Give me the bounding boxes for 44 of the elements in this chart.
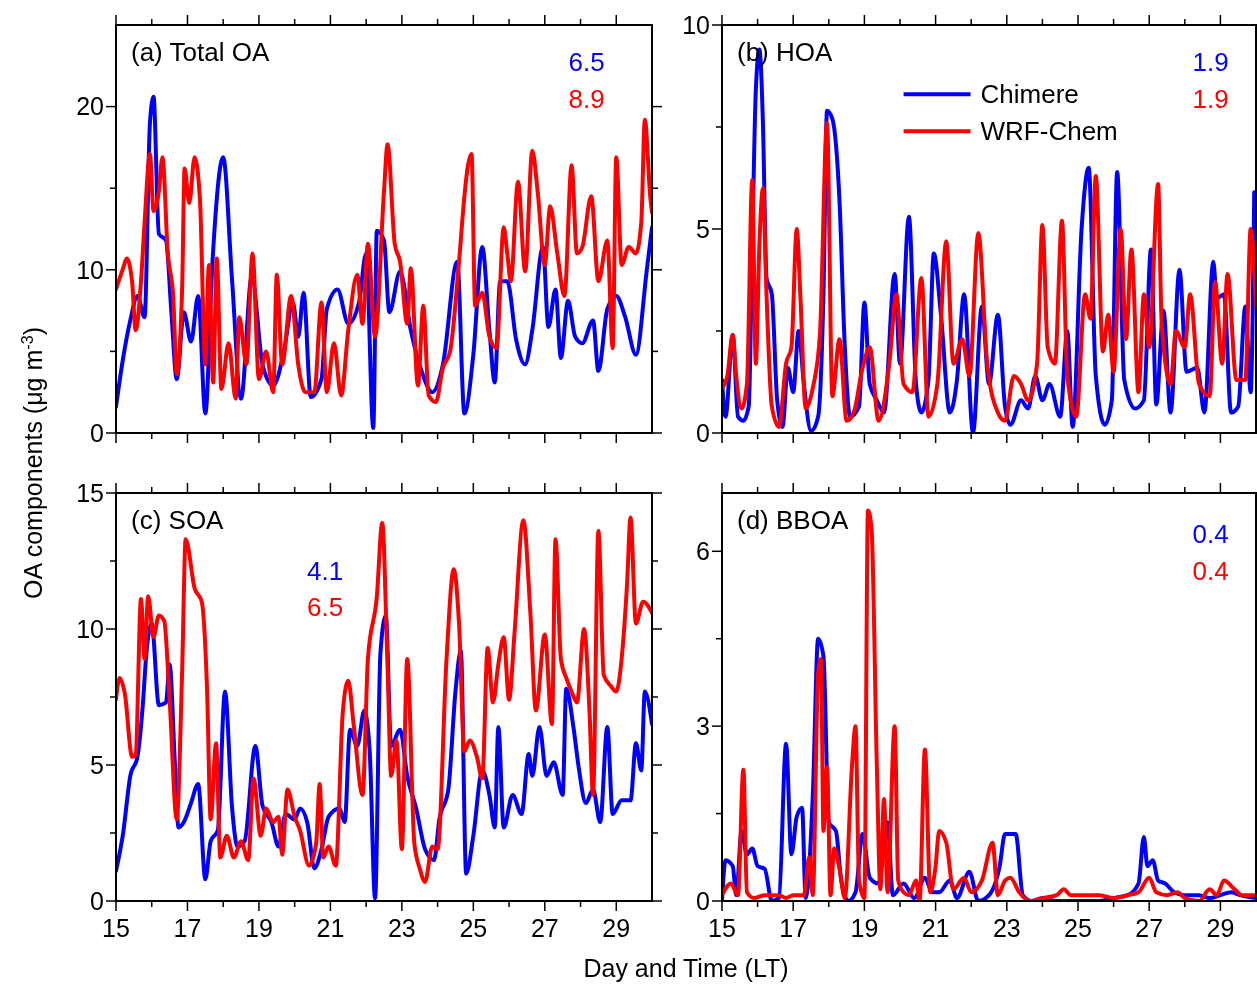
legend-label: WRF-Chem xyxy=(980,116,1118,147)
x-tick-label: 21 xyxy=(921,914,950,942)
x-tick-label: 25 xyxy=(459,914,488,942)
x-tick-label: 21 xyxy=(316,914,345,942)
y-tick-label: 15 xyxy=(76,478,104,507)
annotation: 0.4 xyxy=(1192,518,1229,549)
x-tick-label: 23 xyxy=(992,914,1021,942)
y-tick-label: 0 xyxy=(90,418,104,447)
annotation: 1.9 xyxy=(1192,83,1229,114)
y-tick-label: 5 xyxy=(90,750,104,779)
line-series xyxy=(722,120,1256,429)
text: (b) HOA xyxy=(737,37,833,67)
x-tick-label: 19 xyxy=(850,914,879,942)
text: (c) SOA xyxy=(131,505,225,535)
annotation: 8.9 xyxy=(568,83,605,114)
x-axis-title: Day and Time (LT) xyxy=(583,954,789,982)
annotation: 6.5 xyxy=(306,592,344,623)
y-tick-label: 10 xyxy=(682,10,710,39)
y-tick-label: 10 xyxy=(76,255,104,284)
x-tick-label: 29 xyxy=(1206,914,1235,942)
x-tick-label: 27 xyxy=(530,914,559,942)
x-tick-label: 17 xyxy=(173,914,202,942)
y-tick-label: 0 xyxy=(696,886,710,915)
x-tick-label: 17 xyxy=(779,914,808,942)
y-tick-label: 20 xyxy=(76,92,104,121)
y-tick-label: 6 xyxy=(696,537,710,566)
y-tick-label: 5 xyxy=(696,214,710,243)
annotation: 6.5 xyxy=(568,46,605,77)
y-tick-label: 10 xyxy=(76,614,104,643)
y-tick-label: 0 xyxy=(90,886,104,915)
x-tick-label: 19 xyxy=(245,914,273,942)
y-tick-label: 0 xyxy=(696,418,710,447)
x-tick-label: 29 xyxy=(602,914,631,942)
text: (d) BBOA xyxy=(737,505,849,535)
legend-label: Chimere xyxy=(980,79,1079,110)
x-tick-label: 25 xyxy=(1064,914,1092,942)
text: (a) Total OA xyxy=(131,37,270,67)
annotation: 4.1 xyxy=(306,555,344,586)
x-tick-label: 23 xyxy=(387,914,416,942)
annotation: 1.9 xyxy=(1192,46,1229,77)
x-tick-label: 27 xyxy=(1135,914,1164,942)
line-series xyxy=(722,508,1256,901)
y-tick-label: 3 xyxy=(696,711,710,740)
annotation: 0.4 xyxy=(1192,555,1229,586)
